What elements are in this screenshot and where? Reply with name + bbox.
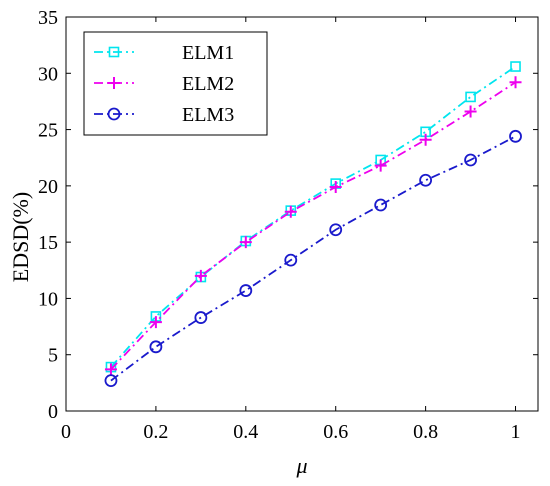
series-line bbox=[110, 65, 517, 368]
y-tick-label: 15 bbox=[38, 232, 58, 254]
legend-marker bbox=[108, 77, 120, 89]
data-point bbox=[464, 105, 477, 118]
data-point bbox=[239, 284, 253, 297]
x-tick-label: 0.2 bbox=[143, 421, 168, 443]
series-line bbox=[110, 81, 517, 370]
data-point bbox=[419, 173, 433, 187]
data-point bbox=[510, 61, 521, 72]
x-axis-label: μ bbox=[295, 453, 307, 478]
x-tick-label: 1 bbox=[511, 421, 521, 443]
data-point bbox=[194, 269, 207, 282]
x-tick-label: 0.8 bbox=[413, 421, 438, 443]
plot-frame bbox=[65, 16, 539, 412]
legend-entry: ELM2 bbox=[94, 73, 234, 95]
data-point bbox=[149, 340, 163, 354]
data-point bbox=[509, 129, 522, 143]
legend-marker bbox=[107, 107, 121, 121]
y-tick-label: 25 bbox=[38, 120, 58, 142]
x-tick-label: 0.4 bbox=[233, 421, 258, 443]
data-point bbox=[374, 198, 388, 212]
legend-label: ELM3 bbox=[182, 104, 234, 126]
data-point bbox=[419, 133, 432, 146]
x-tick-label: 0.6 bbox=[323, 421, 348, 443]
data-point bbox=[465, 91, 476, 103]
legend-label: ELM2 bbox=[182, 73, 234, 95]
y-tick-label: 30 bbox=[38, 63, 58, 85]
data-point bbox=[509, 76, 522, 89]
data-point bbox=[464, 153, 477, 167]
y-axis-label: EDSD(%) bbox=[8, 192, 33, 282]
legend-entry: ELM1 bbox=[94, 42, 234, 64]
data-point bbox=[104, 374, 118, 388]
data-point bbox=[329, 223, 343, 237]
series-elm3 bbox=[104, 129, 522, 388]
y-tick-label: 0 bbox=[48, 401, 58, 423]
y-tick-label: 5 bbox=[48, 345, 58, 367]
data-point bbox=[329, 180, 342, 193]
series-line bbox=[110, 135, 516, 382]
x-tick-label: 0 bbox=[61, 421, 71, 443]
y-tick-label: 10 bbox=[38, 288, 58, 310]
legend-label: ELM1 bbox=[182, 42, 234, 64]
legend: ELM1 ELM2 ELM3 bbox=[83, 31, 268, 136]
data-point bbox=[374, 159, 387, 172]
data-point bbox=[194, 311, 208, 324]
legend-marker bbox=[108, 46, 120, 58]
data-point bbox=[284, 205, 297, 218]
data-point bbox=[149, 316, 162, 329]
legend-entry: ELM3 bbox=[94, 104, 234, 126]
y-tick-label: 35 bbox=[38, 7, 58, 29]
y-tick-label: 20 bbox=[38, 176, 58, 198]
series-elm2 bbox=[104, 76, 522, 376]
data-point bbox=[284, 253, 298, 267]
data-point bbox=[104, 363, 117, 376]
data-point bbox=[239, 236, 252, 249]
